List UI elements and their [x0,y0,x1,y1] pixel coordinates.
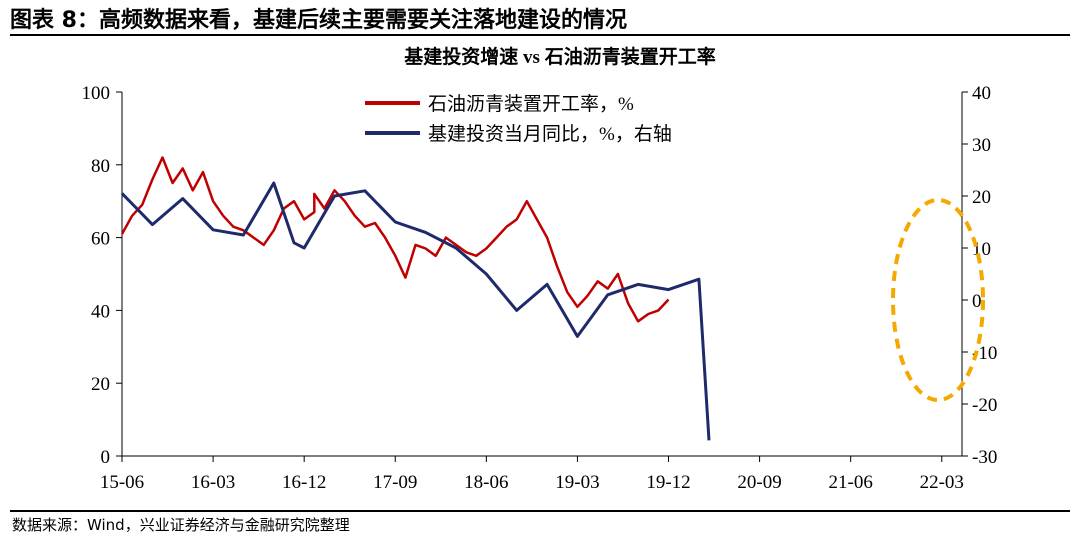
left-tick-label: 40 [91,301,110,322]
right-tick-label: 40 [972,83,991,104]
series-lines [120,156,711,441]
x-tick-label: 19-03 [555,472,599,493]
left-tick-label: 60 [91,229,110,250]
x-tick-label: 19-12 [646,472,690,493]
x-tick-label: 15-06 [100,472,144,493]
right-tick-label: -30 [972,447,997,468]
x-tick-label: 17-09 [373,472,417,493]
bottom-rule [10,510,1070,512]
right-tick-label: 20 [972,187,991,208]
right-tick-label: 0 [972,291,982,312]
right-tick-label: 30 [972,135,991,156]
legend: 石油沥青装置开工率，% 基建投资当月同比，%，右轴 [365,93,672,145]
legend-label-infrastructure: 基建投资当月同比，%，右轴 [428,123,672,145]
source-note: 数据来源：Wind，兴业证券经济与金融研究院整理 [12,516,350,534]
left-tick-label: 20 [91,374,110,395]
x-tick-label: 22-03 [920,472,964,493]
x-tick-label: 20-09 [737,472,781,493]
top-rule [10,34,1070,36]
left-tick-label: 0 [101,447,111,468]
left-tick-label: 80 [91,156,110,177]
x-axis-ticks: 15-06 16-03 16-12 17-09 18-06 19-03 19-12 20-09… [100,456,964,493]
x-tick-label: 16-12 [282,472,326,493]
series-line-infrastructure-yoy [120,181,711,441]
legend-label-asphalt: 石油沥青装置开工率，% [428,93,634,115]
x-tick-label: 18-06 [464,472,508,493]
chart-title: 基建投资增速 vs 石油沥青装置开工率 [403,45,715,68]
dual-axis-line-chart: 基建投资增速 vs 石油沥青装置开工率 0 20 40 60 80 100 -30 -20 -… [82,45,998,493]
highlight-ellipse [891,198,985,402]
left-tick-label: 100 [82,83,111,104]
right-tick-label: -20 [972,395,997,416]
x-tick-label: 21-06 [829,472,873,493]
right-tick-label: -10 [972,343,997,364]
left-axis-ticks: 0 20 40 60 80 100 [82,83,122,468]
figure-title: 图表 8：高频数据来看，基建后续主要需要关注落地建设的情况 [10,8,627,33]
x-tick-label: 16-03 [191,472,235,493]
series-line-asphalt-utilization [120,156,670,323]
